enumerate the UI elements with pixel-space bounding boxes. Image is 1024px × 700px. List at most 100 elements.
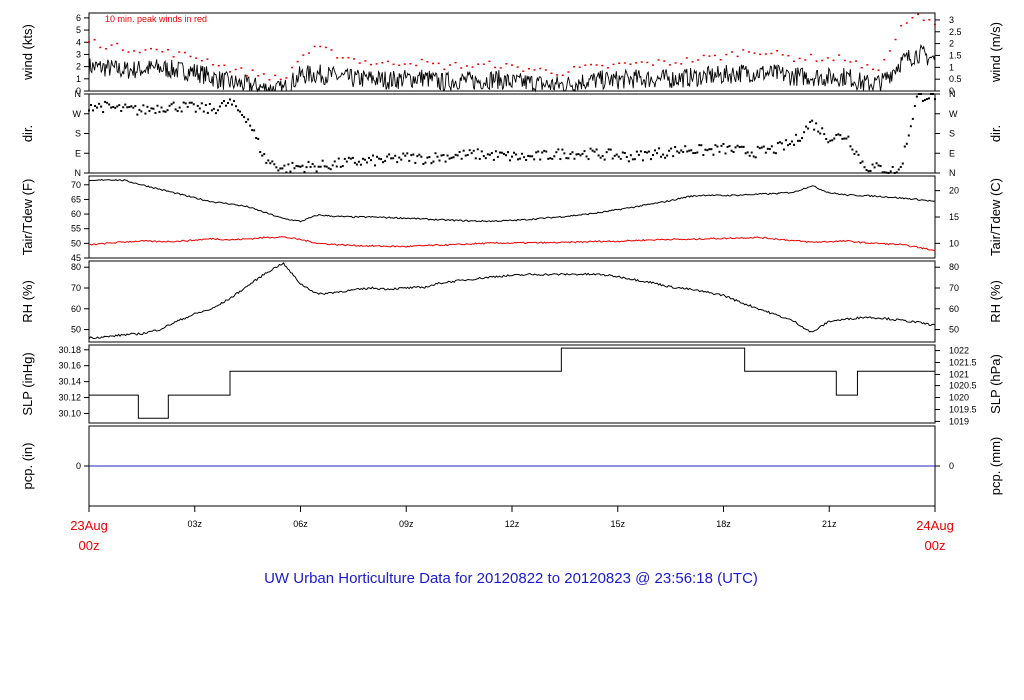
direction-point: [921, 99, 924, 102]
direction-point: [607, 148, 610, 151]
peak-wind-dot: [589, 63, 592, 66]
direction-point: [214, 112, 217, 115]
direction-point: [245, 120, 248, 123]
x-tick-label: 18z: [716, 519, 731, 529]
peak-wind-dot: [606, 67, 609, 69]
x-edge-date-start: 23Aug: [70, 518, 108, 533]
direction-point: [392, 157, 395, 160]
tick-label-left: 5: [76, 25, 81, 35]
direction-point: [386, 155, 389, 158]
peak-wind-dot: [364, 60, 367, 62]
panel-slp: SLP (inHg) SLP (hPa) 30.10 30.12 30.14 30.16 3…: [20, 344, 1003, 426]
direction-point: [349, 157, 352, 160]
peak-wind-dot: [719, 59, 722, 61]
direction-point: [484, 157, 487, 160]
direction-point: [184, 102, 187, 105]
peak-wind-dot: [877, 69, 880, 71]
direction-point: [575, 153, 578, 156]
peak-wind-dot: [753, 52, 756, 54]
direction-point: [809, 121, 812, 124]
tick-label-right: 3: [949, 15, 954, 25]
direction-point: [795, 133, 798, 136]
direction-point: [639, 150, 642, 153]
direction-point: [202, 110, 205, 113]
direction-point: [585, 155, 588, 158]
peak-wind-dot: [866, 64, 869, 66]
panel-wind: wind (kts) wind (m/s)012345600.511.522.53…: [20, 12, 1003, 96]
direction-point: [670, 147, 673, 150]
series-slp-0-line: [89, 347, 935, 419]
direction-point: [704, 148, 707, 151]
peak-wind-dot: [291, 66, 294, 69]
direction-point: [470, 152, 473, 155]
direction-point: [722, 142, 725, 145]
direction-point: [237, 109, 240, 112]
direction-point: [533, 158, 536, 161]
direction-point: [515, 153, 518, 156]
tick-label-left: 60: [71, 304, 81, 314]
direction-point: [869, 169, 872, 172]
peak-wind-dot: [928, 19, 931, 21]
peak-wind-dot: [88, 41, 90, 43]
peak-wind-dot: [550, 72, 553, 75]
direction-point: [293, 167, 296, 170]
direction-point: [104, 100, 107, 103]
tick-label-right: 1022: [949, 346, 969, 356]
direction-point: [768, 148, 771, 151]
tick-label-left: 55: [71, 224, 81, 234]
direction-point: [408, 159, 411, 162]
direction-point: [124, 103, 127, 106]
direction-point: [378, 157, 381, 160]
direction-point: [255, 136, 258, 139]
peak-wind-dot: [302, 54, 305, 56]
tick-label-left: 1: [76, 74, 81, 84]
direction-point: [374, 164, 377, 167]
direction-point: [915, 95, 918, 98]
direction-point: [647, 150, 650, 153]
direction-point: [112, 105, 115, 108]
direction-point: [466, 153, 469, 156]
direction-point: [323, 165, 326, 168]
tick-label-right: 50: [949, 325, 959, 335]
direction-point: [319, 165, 322, 168]
direction-point: [170, 103, 173, 106]
direction-point: [579, 154, 582, 157]
peak-wind-dot: [697, 59, 700, 61]
direction-point: [192, 103, 195, 106]
direction-point: [309, 165, 312, 168]
direction-point: [462, 149, 465, 152]
direction-point: [361, 157, 364, 160]
direction-point: [110, 106, 113, 109]
direction-point: [498, 151, 501, 154]
direction-point: [871, 163, 874, 166]
direction-point: [764, 151, 767, 154]
peak-wind-dot: [477, 63, 480, 65]
direction-point: [482, 155, 485, 158]
direction-point: [609, 148, 612, 151]
direction-point: [583, 150, 586, 153]
peak-wind-dot: [386, 60, 389, 63]
direction-point: [889, 170, 892, 173]
direction-point: [327, 167, 330, 170]
peak-wind-dot: [104, 48, 107, 50]
tick-label-left: 30.12: [58, 393, 81, 403]
direction-point: [311, 162, 314, 165]
direction-point: [641, 159, 644, 162]
tick-label-left: 80: [71, 262, 81, 272]
direction-point: [571, 151, 574, 154]
direction-point: [718, 150, 721, 153]
direction-point: [267, 159, 270, 162]
ylabel-right-wind: wind (m/s): [988, 22, 1003, 83]
direction-point: [116, 105, 119, 108]
direction-point: [885, 171, 888, 174]
direction-point: [734, 146, 737, 149]
tick-label-right: 20: [949, 186, 959, 196]
direction-point: [619, 157, 622, 160]
direction-point: [613, 154, 616, 157]
direction-point: [623, 152, 626, 155]
direction-point: [490, 152, 493, 155]
peak-wind-dot: [533, 69, 536, 71]
direction-point: [146, 105, 149, 108]
direction-point: [194, 110, 197, 113]
